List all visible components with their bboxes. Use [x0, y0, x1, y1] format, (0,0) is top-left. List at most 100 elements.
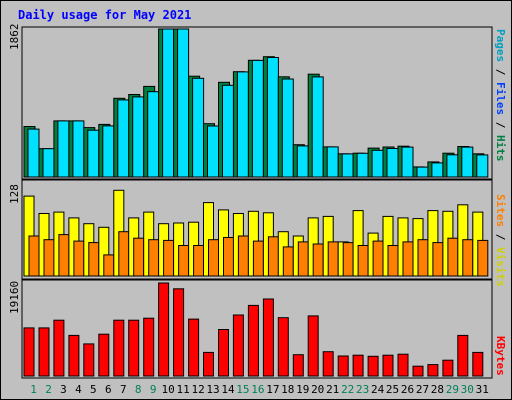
sites-bar-day-7	[118, 231, 130, 277]
x-axis-day-labels: 1 2 3 4 5 6 7 8 9 10 11 12 13 14 15 16 17 18 19 20 21 22 23 24 2…	[30, 383, 489, 396]
hits-panel-legend: Pages / Files / Hits	[494, 29, 507, 162]
x-tick-label: 6	[105, 383, 112, 396]
kbytes-bar-day-5	[83, 343, 95, 377]
x-tick-label: 10	[161, 383, 174, 396]
x-tick-label: 23	[356, 383, 369, 396]
sites-bar-day-18	[282, 246, 294, 277]
hits-panel: 1862 Pages / Files / Hits	[8, 24, 507, 180]
files-bar-day-14	[222, 84, 234, 178]
files-bar-day-1	[27, 128, 40, 178]
x-tick-label: 2	[45, 383, 52, 396]
files-bar-day-24	[371, 149, 384, 178]
files-bar-day-7	[117, 99, 130, 178]
kbytes-bar-day-6	[98, 333, 110, 377]
legend-visits: Visits	[494, 247, 507, 287]
kbytes-bar-day-7	[113, 319, 125, 377]
kbytes-bar-day-4	[68, 334, 80, 377]
kbytes-bar-day-2	[38, 327, 50, 377]
sites-bar-day-22	[342, 242, 354, 277]
x-tick-label: 8	[135, 383, 142, 396]
legend-sites: Sites	[494, 194, 507, 227]
files-bar-day-25	[386, 148, 399, 178]
kbytes-bar-day-30	[457, 334, 469, 377]
files-bar-day-23	[356, 152, 369, 178]
sites-bar-day-1	[28, 235, 40, 277]
sites-bar-day-31	[477, 239, 489, 277]
sites-bar-day-9	[148, 239, 160, 277]
kbytes-bar-day-21	[322, 351, 334, 377]
kbytes-bar-day-18	[277, 317, 289, 377]
x-tick-label: 17	[266, 383, 279, 396]
chart-title: Daily usage for May 2021	[18, 8, 191, 22]
x-tick-label: 20	[311, 383, 324, 396]
x-tick-label: 11	[176, 383, 189, 396]
x-tick-label: 24	[371, 383, 385, 396]
sites-bar-day-10	[163, 239, 175, 277]
kbytes-panel: 19160 KBytes	[8, 279, 507, 379]
kbytes-bar-day-20	[307, 315, 319, 377]
x-tick-label: 16	[251, 383, 264, 396]
x-tick-label: 3	[60, 383, 67, 396]
x-tick-label: 25	[386, 383, 399, 396]
sites-bar-day-29	[447, 237, 459, 277]
kbytes-panel-y-tick: 19160	[8, 281, 21, 314]
sites-bar-day-6	[103, 254, 115, 277]
sites-bar-day-4	[73, 240, 85, 277]
kbytes-bar-day-22	[337, 355, 349, 377]
visits-panel-bars	[23, 189, 489, 277]
x-tick-label: 22	[341, 383, 354, 396]
files-bar-day-10	[162, 28, 175, 178]
files-bar-day-5	[87, 129, 100, 178]
kbytes-bar-day-31	[472, 351, 484, 377]
x-tick-label: 28	[431, 383, 444, 396]
kbytes-bar-day-14	[218, 329, 229, 377]
visits-panel-legend: Sites / Visits	[494, 194, 507, 287]
sites-bar-day-16	[252, 240, 264, 277]
files-bar-day-20	[311, 76, 324, 178]
sites-bar-day-15	[237, 235, 249, 277]
sites-bar-day-14	[223, 237, 234, 277]
hits-panel-y-tick: 1862	[8, 24, 21, 51]
sites-bar-day-12	[193, 245, 205, 277]
kbytes-bar-day-12	[188, 318, 200, 377]
legend-separator: /	[494, 62, 507, 82]
x-tick-label: 14	[221, 383, 235, 396]
x-tick-label: 4	[75, 383, 82, 396]
visits-panel: 128 Sites / Visits	[8, 179, 507, 287]
kbytes-panel-legend: KBytes	[494, 336, 507, 376]
kbytes-bar-day-24	[367, 355, 379, 377]
x-tick-label: 21	[326, 383, 339, 396]
visits-panel-y-tick: 128	[8, 184, 21, 204]
files-bar-day-19	[296, 145, 309, 178]
files-bar-day-8	[132, 96, 145, 178]
sites-bar-day-30	[462, 239, 474, 277]
sites-bar-day-13	[208, 239, 219, 277]
sites-bar-day-26	[402, 241, 414, 277]
files-bar-day-3	[57, 120, 70, 178]
kbytes-bar-day-26	[397, 353, 409, 377]
files-bar-day-17	[266, 57, 279, 178]
x-tick-label: 18	[281, 383, 294, 396]
kbytes-bar-day-8	[128, 319, 140, 377]
x-tick-label: 9	[150, 383, 157, 396]
legend-separator: /	[494, 227, 507, 247]
kbytes-bar-day-16	[247, 304, 259, 377]
legend-hits: Hits	[494, 135, 507, 162]
files-bar-day-27	[416, 166, 429, 178]
x-tick-label: 27	[416, 383, 429, 396]
files-bar-day-21	[326, 146, 339, 178]
files-bar-day-29	[446, 154, 459, 178]
x-tick-label: 7	[120, 383, 127, 396]
files-bar-day-2	[42, 148, 55, 178]
kbytes-bar-day-9	[143, 317, 155, 377]
kbytes-panel-bars	[23, 282, 484, 377]
files-bar-day-22	[341, 153, 354, 178]
files-bar-day-12	[192, 77, 205, 178]
legend-pages: Pages	[494, 29, 507, 62]
x-tick-label: 31	[476, 383, 489, 396]
kbytes-bar-day-19	[292, 354, 304, 377]
files-bar-day-30	[461, 146, 474, 178]
files-bar-day-9	[147, 91, 160, 178]
x-tick-label: 19	[296, 383, 309, 396]
